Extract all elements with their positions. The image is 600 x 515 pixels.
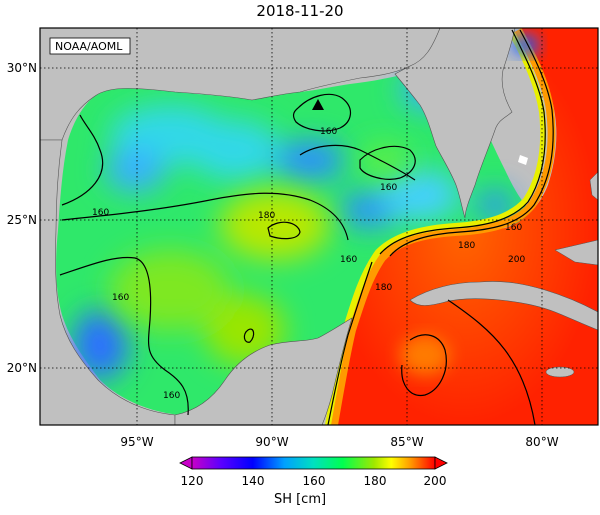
warm-eddy xyxy=(400,335,450,375)
contour-label: 160 xyxy=(320,127,337,137)
colorbar-max-arrow xyxy=(434,456,448,470)
contour-label: 200 xyxy=(508,255,525,265)
colorbar-gradient xyxy=(191,456,436,470)
colorbar-label: SH [cm] xyxy=(273,492,327,507)
colorbar-tick: 120 xyxy=(181,474,204,488)
contour-label: 160 xyxy=(112,293,129,303)
colorbar-tick: 160 xyxy=(303,474,326,488)
low-spot-florida xyxy=(511,35,539,55)
west-coast-land xyxy=(40,139,176,425)
florida-land xyxy=(394,28,516,219)
contour-label: 180 xyxy=(458,241,475,251)
map-frame xyxy=(39,27,599,426)
contour-label: 180 xyxy=(375,283,392,293)
colorbar-tick: 140 xyxy=(242,474,265,488)
graticule xyxy=(40,28,598,425)
contour-label: 160 xyxy=(340,255,357,265)
yucatan-land xyxy=(174,317,353,425)
contour-label: 160 xyxy=(380,183,397,193)
cuba-land xyxy=(409,281,598,331)
colorbar-tick: 200 xyxy=(424,474,447,488)
colorbar-tick: 180 xyxy=(364,474,387,488)
lon-label-80w: 80°W xyxy=(525,435,558,449)
credit-label: NOAA/AOML xyxy=(55,40,123,53)
credit-box xyxy=(49,37,131,55)
low-height-patches xyxy=(72,70,513,380)
bahamas-land xyxy=(554,239,598,266)
map-title: 2018-11-20 xyxy=(256,2,344,20)
lon-label-95w: 95°W xyxy=(120,435,153,449)
contour-label: 160 xyxy=(163,391,180,401)
lon-label-85w: 85°W xyxy=(390,435,423,449)
north-coast-land xyxy=(40,28,441,141)
bahamas-north-land xyxy=(589,171,598,201)
colorbar: 120 140 160 180 200 xyxy=(179,456,448,488)
lon-label-90w: 90°W xyxy=(255,435,288,449)
contour-label: 160 xyxy=(92,208,109,218)
jamaica-land xyxy=(545,366,575,378)
contour-label-group: 160 160 160 160 180 180 160 180 200 160 … xyxy=(92,127,525,401)
contour-lines xyxy=(59,29,554,425)
lat-label-25n: 25°N xyxy=(7,213,37,227)
contour-label: 160 xyxy=(505,223,522,233)
lat-label-20n: 20°N xyxy=(7,361,37,375)
triangle-marker-icon xyxy=(312,99,324,110)
colorbar-min-arrow xyxy=(179,456,193,470)
loop-current-high xyxy=(330,28,598,425)
lat-label-30n: 30°N xyxy=(7,61,37,75)
contour-label: 180 xyxy=(258,211,275,221)
lake-okeechobee xyxy=(518,155,528,165)
